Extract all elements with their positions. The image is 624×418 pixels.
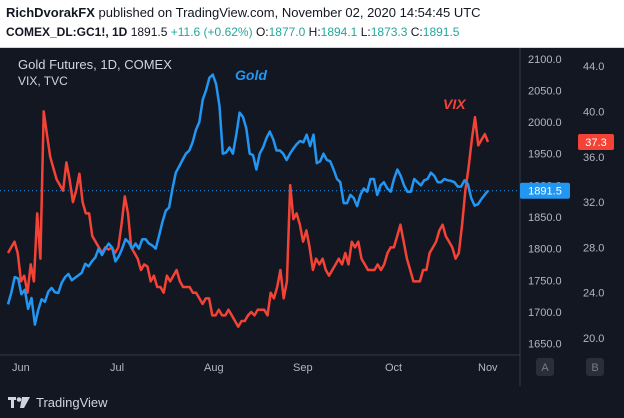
gold-series-line[interactable] — [6, 73, 489, 326]
low-label: L: — [360, 25, 371, 39]
time-scale[interactable]: Jun Jul Aug Sep Oct Nov — [12, 362, 498, 374]
publish-info: RichDvorakFX published on TradingView.co… — [6, 5, 481, 20]
gold-tick-label: 1700.0 — [528, 307, 562, 319]
last-price: 1891.5 — [130, 25, 168, 39]
high-label: H: — [308, 25, 321, 39]
published-text: published on TradingView.com, November 0… — [98, 5, 481, 20]
symbol-label: COMEX_DL:GC1!, 1D — [6, 25, 128, 39]
chart-svg[interactable]: 2100.02050.02000.01950.01900.01850.01800… — [0, 48, 624, 386]
gold-tick-label: 1800.0 — [528, 244, 562, 256]
tradingview-brand: TradingView — [36, 394, 108, 410]
vix-tick-label: 20.0 — [583, 333, 604, 345]
time-tick-label: Jun — [12, 362, 30, 374]
scale-button-a-label: A — [541, 362, 549, 374]
scale-button-b-label: B — [591, 362, 598, 374]
vix-tick-label: 24.0 — [583, 288, 604, 300]
time-tick-label: Oct — [385, 362, 402, 374]
gold-tick-label: 1750.0 — [528, 275, 562, 287]
vix-series-line[interactable] — [6, 110, 490, 328]
ohlc-line: COMEX_DL:GC1!, 1D 1891.5 +11.6 (+0.62%) … — [6, 25, 459, 39]
vix-tick-label: 40.0 — [583, 106, 604, 118]
price-change: +11.6 (+0.62%) — [170, 25, 253, 39]
legend-gold[interactable]: Gold Futures, 1D, COMEX — [18, 57, 172, 72]
chart-header: RichDvorakFX published on TradingView.co… — [0, 0, 624, 48]
close-label: C: — [410, 25, 423, 39]
time-tick-label: Jul — [110, 362, 124, 374]
vix-tick-label: 32.0 — [583, 197, 604, 209]
vix-last-value-badge — [578, 134, 614, 151]
gold-annotation: Gold — [235, 67, 267, 83]
low-value: 1873.3 — [370, 25, 408, 39]
legend-vix[interactable]: VIX, TVC — [18, 74, 68, 88]
high-value: 1894.1 — [320, 25, 358, 39]
scale-button-b[interactable] — [586, 358, 604, 376]
gold-last-value: 1891.5 — [528, 186, 562, 198]
footer: TradingView — [0, 386, 624, 418]
gold-tick-label: 1850.0 — [528, 212, 562, 224]
time-tick-label: Sep — [293, 362, 313, 374]
open-value: 1877.0 — [268, 25, 306, 39]
time-tick-label: Aug — [204, 362, 224, 374]
scale-button-a[interactable] — [536, 358, 554, 376]
gold-tick-label: 2050.0 — [528, 85, 562, 97]
vix-tick-label: 44.0 — [583, 61, 604, 73]
open-label: O: — [255, 25, 269, 39]
vix-tick-label: 36.0 — [583, 152, 604, 164]
gold-tick-label: 1950.0 — [528, 149, 562, 161]
tradingview-logo[interactable]: TradingView — [8, 392, 108, 412]
vix-last-value: 37.3 — [585, 137, 606, 149]
time-tick-label: Nov — [478, 362, 498, 374]
author-name[interactable]: RichDvorakFX — [6, 5, 95, 20]
vix-annotation: VIX — [443, 96, 467, 112]
gold-tick-label: 2100.0 — [528, 54, 562, 66]
vix-tick-label: 28.0 — [583, 242, 604, 254]
gold-tick-label: 2000.0 — [528, 117, 562, 129]
gold-last-value-badge — [520, 182, 570, 199]
vix-price-scale[interactable]: 44.0 40.0 36.0 32.0 28.0 24.0 20.0 — [583, 61, 604, 345]
close-value: 1891.5 — [422, 25, 460, 39]
gold-price-scale[interactable]: 2100.02050.02000.01950.01900.01850.01800… — [528, 54, 562, 351]
chart-area[interactable]: 2100.02050.02000.01950.01900.01850.01800… — [0, 48, 624, 386]
tradingview-logo-icon — [8, 397, 30, 408]
gold-tick-label: 1650.0 — [528, 339, 562, 351]
